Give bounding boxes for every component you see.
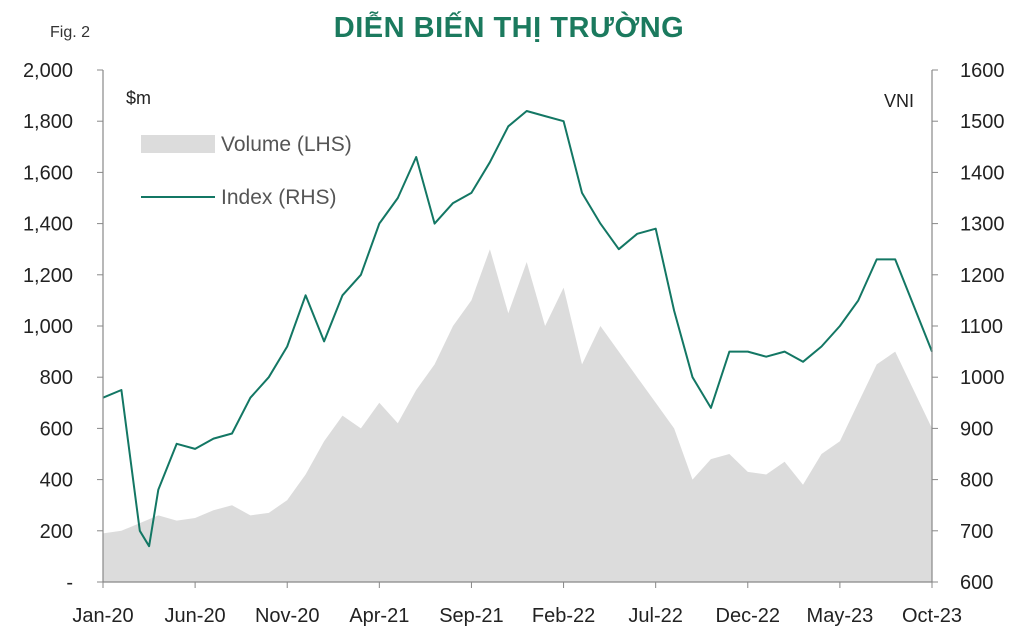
left-tick-label: 1,200 (23, 265, 73, 287)
x-tick-label: Oct-23 (902, 605, 962, 627)
index-line-layer (102, 110, 933, 548)
left-tick-label: 200 (40, 521, 73, 543)
volume-area (103, 249, 932, 582)
x-tick-label: Nov-20 (255, 605, 319, 627)
left-tick-label: 400 (40, 470, 73, 492)
left-tick-label: 800 (40, 367, 73, 389)
right-tick-label: 1400 (960, 162, 1005, 184)
legend-volume-label: Volume (LHS) (221, 133, 352, 156)
left-tick-label: - (66, 572, 73, 594)
legend-volume-swatch (141, 135, 215, 153)
right-tick-label: 1100 (960, 316, 1003, 338)
right-tick-label: 1200 (960, 265, 1005, 287)
right-tick-label: 600 (960, 572, 993, 594)
right-tick-label: 700 (960, 521, 993, 543)
x-tick-label: May-23 (807, 605, 874, 627)
x-tick-label: Sep-21 (439, 605, 504, 627)
left-tick-label: 1,600 (23, 162, 73, 184)
right-tick-label: 900 (960, 418, 993, 440)
right-tick-label: 1000 (960, 367, 1005, 389)
x-tick-label: Jan-20 (72, 605, 133, 627)
axes-layer: - 200 400 600 800 1,000 1,200 1,400 1,600 1,800 2,… (23, 60, 1005, 627)
right-tick-label: 1600 (960, 60, 1005, 82)
x-tick-label: Jun-20 (165, 605, 226, 627)
x-tick-label: Apr-21 (349, 605, 409, 627)
right-tick-label: 1500 (960, 111, 1005, 133)
left-tick-label: 2,000 (23, 60, 73, 82)
index-line (102, 110, 933, 548)
left-tick-label: 1,000 (23, 316, 73, 338)
right-tick-label: 800 (960, 470, 993, 492)
chart-title: DIỄN BIẾN THỊ TRƯỜNG (333, 12, 685, 44)
left-tick-label: 1,800 (23, 111, 73, 133)
right-tick-label: 1300 (960, 214, 1005, 236)
volume-area-layer (103, 249, 932, 582)
left-unit-label: $m (126, 88, 151, 108)
figure-label: Fig. 2 (50, 24, 91, 41)
x-tick-label: Feb-22 (532, 605, 595, 627)
left-tick-label: 1,400 (23, 214, 73, 236)
legend-index-label: Index (RHS) (221, 186, 337, 209)
x-tick-label: Jul-22 (628, 605, 682, 627)
legend: Volume (LHS) Index (RHS) (141, 133, 352, 209)
left-tick-label: 600 (40, 418, 73, 440)
x-tick-label: Dec-22 (716, 605, 780, 627)
right-unit-label: VNI (884, 91, 914, 111)
